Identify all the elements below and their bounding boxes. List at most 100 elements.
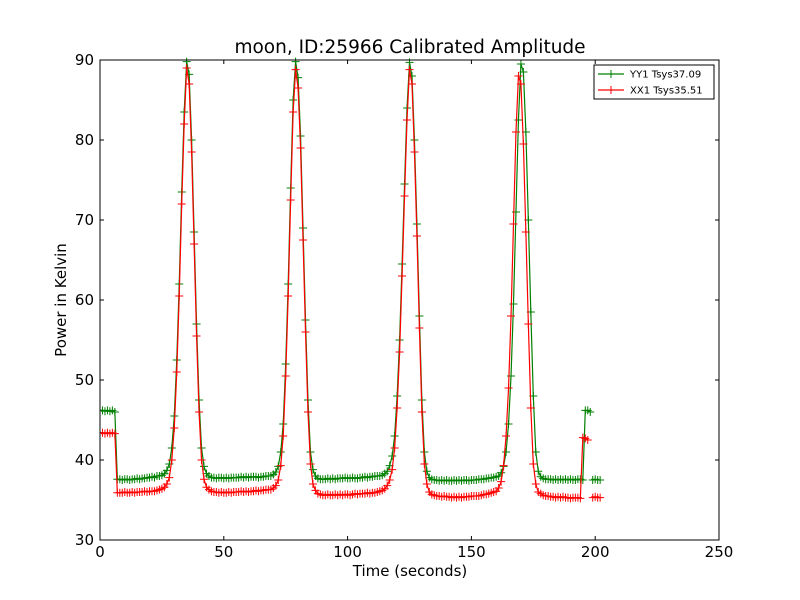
y-tick-label: 50 [75,371,94,389]
series-0-marker [507,372,516,380]
series-1-marker [596,493,605,502]
series-1-marker [417,408,426,416]
series-1-marker [177,200,186,208]
series-1-marker [398,272,407,280]
series-1-marker [190,240,199,248]
series-1-marker [306,460,315,468]
series-1-marker [410,148,419,156]
series-1-marker [415,324,424,332]
series-0-marker [516,60,525,68]
series-1-marker [175,292,184,300]
legend-marker-1 [607,86,615,94]
legend: YY1 Tsys37.09 XX1 Tsys35.51 [593,64,715,100]
series-1-marker [301,328,310,336]
series-0-marker [167,444,176,452]
series-0-marker [504,420,513,428]
series-1-marker [197,456,206,464]
series-0-marker [291,57,300,66]
series-1-marker [291,65,300,74]
series-1-marker [165,473,174,482]
series-1-marker [403,116,412,124]
series-1-marker [509,220,518,228]
series-1-marker [407,80,416,88]
series-1-marker [499,461,508,470]
series-1-marker [516,80,525,88]
series-1-marker [494,484,503,492]
series-1-marker [172,368,181,376]
series-1-marker [303,408,312,416]
series-1-marker [187,148,196,156]
x-tick-label: 200 [581,543,610,561]
x-tick-label: 50 [214,543,233,561]
legend-label-0: YY1 Tsys37.09 [629,70,701,81]
legend-label-1: XX1 Tsys35.51 [630,86,703,97]
series-0-marker [388,452,397,460]
series-1-marker [180,120,189,128]
series-0-marker [514,116,523,124]
series-1-marker [412,232,421,240]
x-tick-label: 250 [705,543,734,561]
x-tick-label: 100 [333,543,362,561]
series-1-marker [521,228,530,236]
series-1-marker [289,108,298,116]
series-1-marker [110,429,119,438]
series-1-marker [274,476,283,484]
series-1 [100,64,605,503]
series-0-marker [497,468,506,477]
series-0-marker [578,476,587,484]
series-1-marker [195,408,204,416]
series-1-marker [504,384,513,392]
series-1-marker [507,312,516,320]
series-1-marker [192,332,201,340]
y-tick-label: 40 [75,451,94,469]
series-1-marker [199,475,208,484]
x-tick-label: 150 [457,543,486,561]
series-0-marker [308,465,317,474]
series-1-marker [279,432,288,440]
series-0-marker [586,408,595,416]
series-0-marker [596,476,605,484]
series-1-marker [281,372,290,380]
series-1-marker [276,461,285,470]
series-1-marker [526,404,535,412]
series-1-marker [524,320,533,328]
series-1-marker [583,436,592,444]
y-axis-label: Power in Kelvin [52,243,70,357]
y-tick-label: 80 [75,131,94,149]
series-1-marker [395,348,404,356]
series-0-marker [110,408,119,416]
series-1-marker [405,65,414,74]
series-1-marker [514,72,523,80]
series-1-marker [388,465,397,474]
y-tick-label: 60 [75,291,94,309]
chart-title: moon, ID:25966 Calibrated Amplitude [234,37,585,58]
series-1-marker [308,480,317,488]
x-axis-label: Time (seconds) [352,562,468,580]
series-1-marker [422,480,431,488]
series-0-marker [271,468,280,476]
y-tick-label: 90 [75,51,94,69]
series-0-marker [502,448,511,456]
series-1-marker [299,236,308,244]
series-1-marker [420,460,429,468]
legend-box [593,64,715,100]
series-1-marker [529,460,538,468]
series-0-marker [383,467,392,476]
series-1-marker [294,84,303,92]
series-1-marker [511,128,520,136]
series-1-marker [162,480,171,488]
series-1-marker [182,64,191,72]
series-1-marker [502,432,511,440]
series-1-marker [390,444,399,452]
plot-area: 0 50 100 150 200 250 30 40 50 60 70 80 90 [75,51,733,561]
series-1-marker [296,144,305,152]
series-0-marker [519,68,528,76]
legend-marker-0 [607,70,615,78]
series-0-marker [534,467,543,476]
series-1-marker [497,477,506,486]
series-0-marker [422,467,431,476]
plot-background [100,60,719,540]
y-tick-label: 70 [75,211,94,229]
series-1-marker [576,494,585,503]
